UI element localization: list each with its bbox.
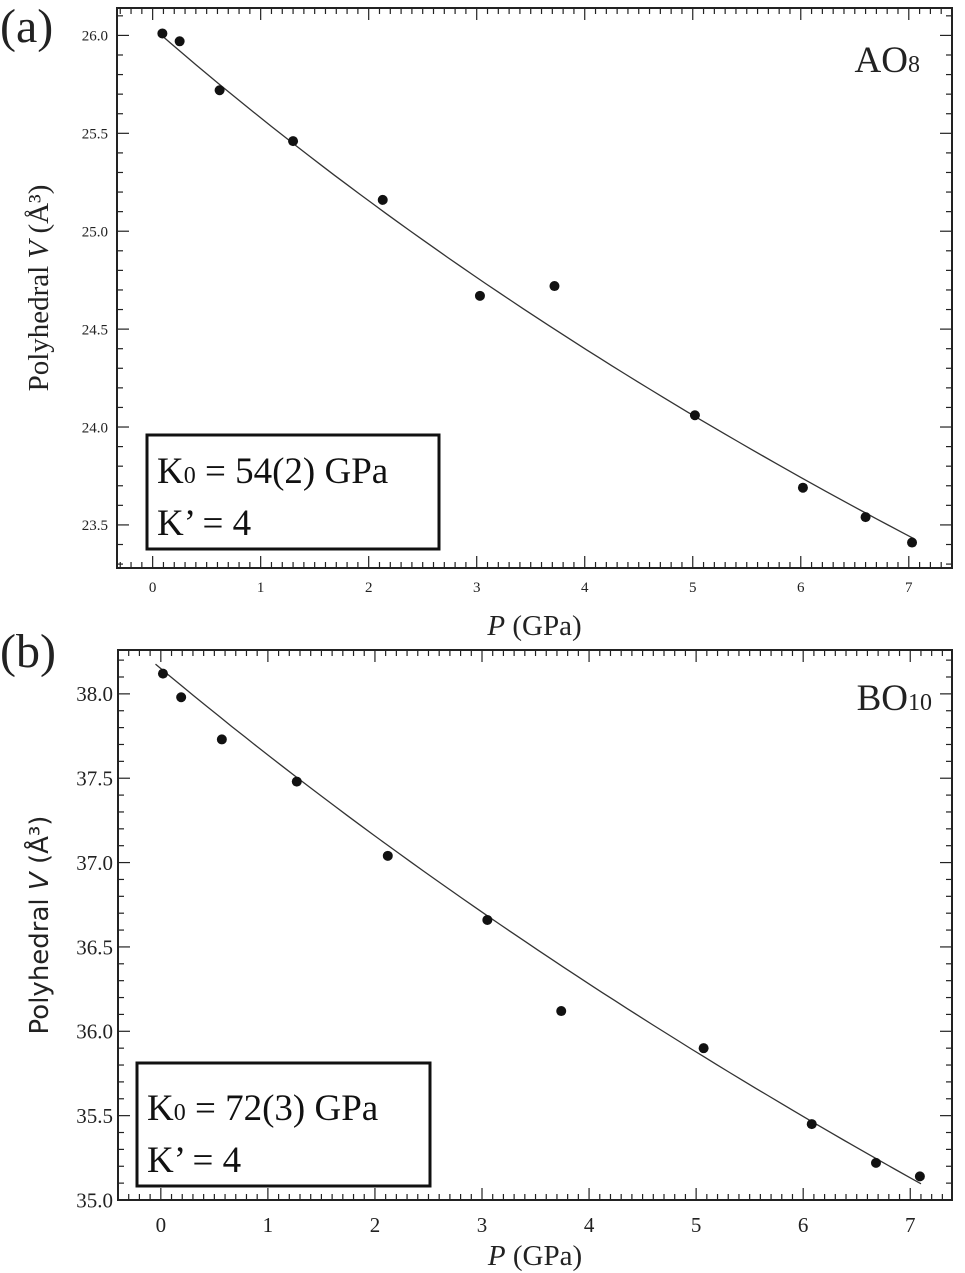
plot-frame (116, 7, 953, 569)
data-point (860, 512, 871, 523)
y-tick-label: 25.0 (82, 224, 108, 240)
data-point (174, 36, 185, 47)
panel-label: (a) (0, 0, 53, 53)
tick-marks (117, 650, 952, 1201)
data-point (907, 537, 918, 548)
y-axis-title: Polyhedral V (Å³) (23, 185, 55, 392)
x-tick-label: 1 (257, 580, 265, 596)
data-point (157, 28, 168, 39)
y-tick-label: 36.5 (76, 935, 113, 959)
y-tick-label: 26.0 (82, 29, 108, 45)
x-tick-label: 7 (905, 1213, 916, 1237)
panel-b: 0 1 2 3 4 5 6 7 35.0 35.5 36.0 36.5 37.0 37.5 38.0 P (G… (0, 625, 953, 1272)
y-tick-label: 36.0 (76, 1020, 113, 1044)
x-tick-label: 7 (905, 580, 913, 596)
data-point (157, 668, 168, 679)
x-axis-title: P (GPa) (486, 610, 581, 642)
bulk-modulus-text: K0 = 54(2) GPa (157, 451, 388, 492)
pressure-derivative-text: K’ = 4 (157, 503, 251, 544)
data-point (474, 290, 485, 301)
x-tick-label: 4 (581, 580, 589, 596)
x-tick-label: 3 (473, 580, 481, 596)
panel-a: 0 1 2 3 4 5 6 7 23.5 24.0 24.5 25.0 25.5 26.0 P (GPa) P… (0, 0, 953, 642)
x-axis-title: P (GPa) (487, 1240, 582, 1272)
data-point (291, 776, 302, 787)
fit-parameters-box (135, 1061, 432, 1188)
y-tick-label: 25.5 (82, 127, 108, 143)
eos-fit-line (157, 31, 915, 540)
data-point (382, 850, 393, 861)
x-tick-label: 5 (689, 580, 697, 596)
data-point (698, 1043, 709, 1054)
data-point (216, 734, 227, 745)
y-tick-label: 37.5 (76, 767, 113, 791)
y-tick-label: 35.0 (76, 1188, 113, 1212)
data-point (806, 1119, 817, 1130)
bulk-modulus-text: K0 = 72(3) GPa (147, 1088, 378, 1129)
x-tick-label: 2 (370, 1213, 381, 1237)
data-point (482, 914, 493, 925)
y-tick-label: 37.0 (76, 851, 113, 875)
eos-fit-line (155, 663, 922, 1185)
x-tick-label: 0 (149, 580, 157, 596)
y-tick-label: 23.5 (82, 518, 108, 534)
y-axis-title: Polyhedral V (Å³) (23, 816, 55, 1035)
data-point (288, 136, 299, 147)
data-point (214, 85, 225, 96)
x-tick-label: 1 (263, 1213, 274, 1237)
panel-label: (b) (0, 625, 56, 678)
x-tick-label: 2 (365, 580, 373, 596)
data-point (556, 1006, 567, 1017)
polyhedron-label: AO8 (855, 40, 920, 81)
pressure-derivative-text: K’ = 4 (147, 1140, 241, 1181)
x-tick-label: 0 (156, 1213, 167, 1237)
y-tick-label: 24.0 (82, 420, 108, 436)
data-point (797, 482, 808, 493)
data-point (689, 410, 700, 421)
polyhedron-label: BO10 (857, 678, 932, 719)
fit-parameters-box (145, 433, 441, 551)
data-point (176, 692, 187, 703)
x-tick-label: 3 (477, 1213, 488, 1237)
data-point (377, 194, 388, 205)
x-tick-label: 6 (797, 580, 805, 596)
tick-marks (117, 8, 953, 568)
y-tick-label: 38.0 (76, 682, 113, 706)
data-point (549, 281, 560, 292)
data-point (870, 1157, 881, 1168)
data-point (914, 1171, 925, 1182)
x-tick-label: 4 (584, 1213, 595, 1237)
y-tick-label: 24.5 (82, 322, 108, 338)
x-tick-label: 6 (798, 1213, 809, 1237)
x-tick-label: 5 (691, 1213, 702, 1237)
y-tick-label: 35.5 (76, 1104, 113, 1128)
